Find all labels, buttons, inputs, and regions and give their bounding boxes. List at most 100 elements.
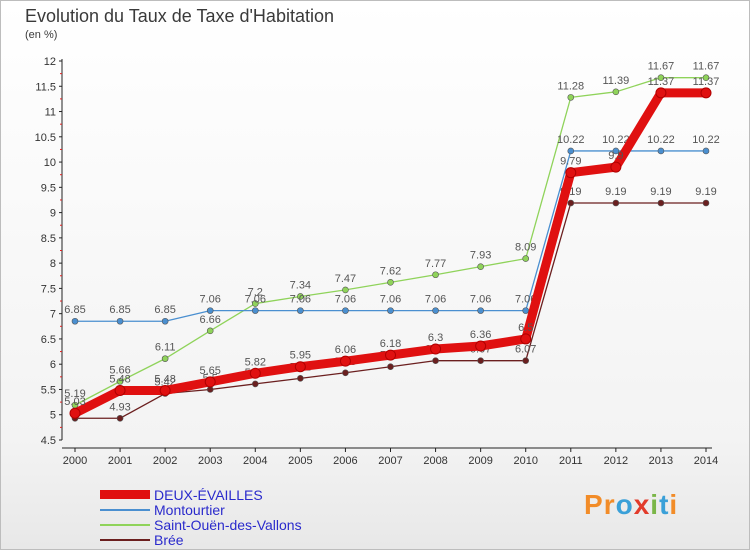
data-point-montourtier — [702, 147, 710, 155]
logo-letter: r — [603, 489, 616, 520]
y-tick-label: 8.5 — [41, 233, 56, 245]
data-point-br-e — [342, 369, 349, 377]
y-tick-label: 5.5 — [41, 384, 56, 396]
data-label-montourtier: 7.06 — [425, 294, 446, 306]
logo-letter: P — [584, 489, 604, 520]
data-point-br-e — [477, 357, 484, 364]
data-point-saint-ou-n-des-vallons — [387, 279, 394, 286]
data-point-br-e — [657, 199, 665, 207]
data-label-saint-ou-n-des-vallons: 11.67 — [648, 61, 675, 73]
data-point-saint-ou-n-des-vallons — [612, 88, 620, 96]
y-tick-label: 10 — [44, 157, 56, 169]
data-label-br-e: 9.19 — [695, 186, 716, 198]
data-label-deux-vailles: 5.03 — [64, 396, 85, 408]
data-point-br-e — [522, 357, 530, 364]
x-tick-label: 2010 — [513, 455, 537, 467]
data-label-montourtier: 7.06 — [200, 294, 221, 306]
data-label-deux-vailles: 5.65 — [200, 365, 221, 377]
data-label-deux-vailles: 6.36 — [470, 329, 491, 341]
y-tick-label: 10.5 — [35, 132, 56, 144]
data-label-deux-vailles: 6.18 — [380, 338, 401, 350]
data-label-montourtier: 7.06 — [470, 294, 491, 306]
data-label-deux-vailles: 5.48 — [154, 373, 175, 385]
data-label-saint-ou-n-des-vallons: 6.66 — [200, 314, 221, 326]
data-point-saint-ou-n-des-vallons — [161, 355, 169, 362]
x-tick-label: 2002 — [153, 455, 177, 467]
data-point-montourtier — [161, 317, 169, 325]
data-label-montourtier: 10.22 — [602, 134, 630, 146]
data-point-br-e — [297, 375, 304, 382]
legend-label: Montourtier — [154, 501, 225, 518]
data-point-br-e — [702, 199, 710, 207]
x-tick-label: 2004 — [243, 455, 267, 467]
data-label-br-e: 4.93 — [109, 401, 130, 413]
y-tick-label: 11.5 — [35, 81, 56, 93]
data-point-montourtier — [612, 147, 620, 155]
x-tick-label: 2005 — [288, 455, 312, 467]
x-tick-label: 2012 — [604, 455, 628, 467]
data-label-saint-ou-n-des-vallons: 5.66 — [109, 364, 130, 376]
data-label-saint-ou-n-des-vallons: 8.09 — [515, 242, 536, 254]
data-point-deux-vailles — [655, 87, 667, 99]
data-point-saint-ou-n-des-vallons — [477, 263, 484, 270]
y-tick-label: 6 — [50, 359, 56, 371]
data-label-montourtier: 7.06 — [290, 294, 311, 306]
data-point-montourtier — [342, 307, 349, 314]
data-point-deux-vailles — [294, 361, 306, 373]
data-point-saint-ou-n-des-vallons — [116, 378, 124, 385]
data-point-montourtier — [71, 317, 79, 325]
data-point-br-e — [116, 414, 124, 422]
data-label-deux-vailles: 9.9 — [608, 150, 623, 162]
x-tick-label: 2013 — [649, 455, 673, 467]
x-tick-label: 2001 — [108, 455, 132, 467]
legend-label: Saint-Ouën-des-Vallons — [154, 516, 302, 533]
data-label-deux-vailles: 11.37 — [648, 76, 675, 88]
data-label-montourtier: 10.22 — [692, 134, 720, 146]
data-point-montourtier — [387, 307, 394, 314]
data-point-montourtier — [116, 317, 124, 325]
legend-swatch — [100, 508, 150, 511]
x-tick-label: 2009 — [468, 455, 492, 467]
x-tick-label: 2000 — [63, 455, 87, 467]
data-point-deux-vailles — [204, 376, 216, 388]
data-point-saint-ou-n-des-vallons — [251, 300, 259, 307]
data-label-deux-vailles: 9.79 — [560, 156, 581, 168]
data-point-saint-ou-n-des-vallons — [432, 271, 439, 279]
data-label-br-e: 9.19 — [650, 186, 671, 198]
data-label-saint-ou-n-des-vallons: 6.11 — [155, 342, 176, 354]
data-label-deux-vailles: 6.06 — [335, 344, 356, 356]
legend-swatch — [100, 538, 150, 541]
data-label-saint-ou-n-des-vallons: 7.47 — [335, 273, 356, 285]
y-tick-label: 4.5 — [41, 435, 56, 447]
data-label-saint-ou-n-des-vallons: 5.19 — [64, 388, 85, 400]
chart-subtitle: (en %) — [25, 29, 58, 41]
legend-item: Brée — [100, 532, 302, 547]
data-point-montourtier — [522, 307, 530, 314]
data-point-montourtier — [657, 147, 665, 155]
data-point-saint-ou-n-des-vallons — [206, 327, 214, 335]
data-point-montourtier — [477, 307, 484, 314]
legend-label: Brée — [154, 531, 184, 548]
data-label-deux-vailles: 5.95 — [290, 350, 311, 362]
legend-item: Saint-Ouën-des-Vallons — [100, 517, 302, 532]
data-point-br-e — [387, 363, 394, 371]
legend: DEUX-ÉVAILLES Montourtier Saint-Ouën-des-V… — [100, 487, 302, 547]
data-label-montourtier: 6.85 — [154, 304, 175, 316]
data-label-saint-ou-n-des-vallons: 7.2 — [248, 287, 263, 299]
data-label-montourtier: 7.06 — [245, 294, 266, 306]
data-point-saint-ou-n-des-vallons — [522, 255, 530, 262]
y-tick-label: 9 — [50, 208, 56, 220]
logo-letter: t — [659, 489, 670, 520]
data-point-montourtier — [297, 307, 304, 314]
data-point-montourtier — [251, 307, 259, 314]
y-tick-label: 12 — [44, 56, 56, 68]
data-label-saint-ou-n-des-vallons: 11.39 — [602, 75, 629, 87]
data-point-deux-vailles — [520, 333, 532, 345]
data-point-deux-vailles — [430, 343, 442, 355]
y-tick-label: 5 — [50, 410, 56, 422]
legend-label: DEUX-ÉVAILLES — [154, 486, 263, 503]
x-tick-label: 2006 — [333, 455, 357, 467]
legend-item: Montourtier — [100, 502, 302, 517]
